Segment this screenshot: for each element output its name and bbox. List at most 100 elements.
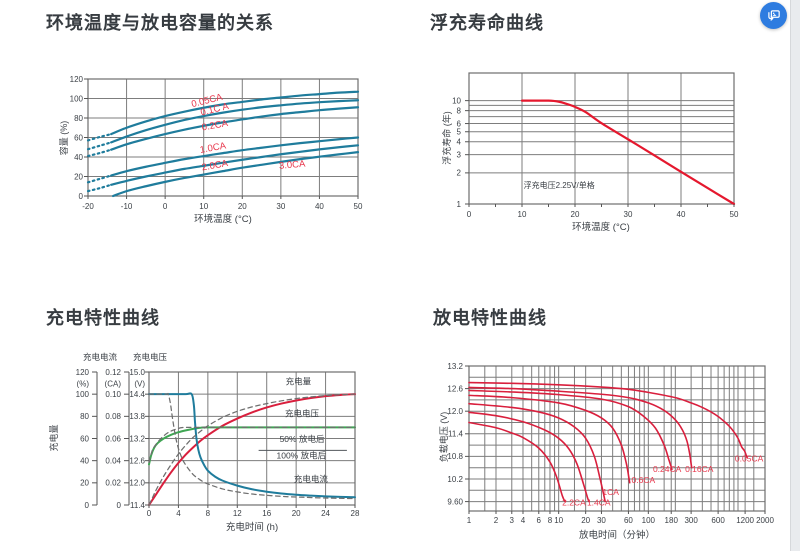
svg-text:50: 50 — [354, 202, 363, 211]
scrollbar-track[interactable] — [790, 0, 800, 551]
svg-text:放电时间（分钟）: 放电时间（分钟） — [579, 529, 655, 541]
svg-text:2.0CA: 2.0CA — [201, 158, 230, 174]
svg-text:1.0CA: 1.0CA — [199, 140, 228, 156]
svg-text:10.2: 10.2 — [447, 475, 463, 484]
svg-text:充电时间 (h): 充电时间 (h) — [226, 521, 278, 533]
svg-text:11.4: 11.4 — [448, 430, 464, 439]
svg-text:10: 10 — [554, 516, 563, 525]
svg-text:2: 2 — [494, 516, 499, 525]
svg-text:充电电流: 充电电流 — [294, 474, 329, 484]
svg-text:0: 0 — [147, 509, 152, 518]
svg-text:0.04: 0.04 — [105, 456, 121, 465]
svg-text:60: 60 — [624, 516, 633, 525]
svg-text:9.60: 9.60 — [447, 497, 463, 506]
svg-text:80: 80 — [74, 114, 83, 123]
svg-text:5: 5 — [457, 128, 462, 137]
chart-title-float-life: 浮充寿命曲线 — [430, 13, 544, 33]
svg-text:30: 30 — [276, 202, 285, 211]
svg-text:120: 120 — [70, 75, 84, 84]
svg-text:环境温度 (°C): 环境温度 (°C) — [572, 221, 630, 233]
svg-text:11.4: 11.4 — [130, 501, 146, 510]
svg-text:环境温度 (°C): 环境温度 (°C) — [194, 213, 252, 225]
chart-title-discharge: 放电特性曲线 — [433, 308, 547, 328]
svg-text:20: 20 — [80, 479, 89, 488]
svg-text:1200: 1200 — [736, 516, 754, 525]
svg-text:28: 28 — [351, 509, 360, 518]
svg-text:13.8: 13.8 — [129, 412, 145, 421]
svg-text:1: 1 — [457, 200, 462, 209]
svg-text:4: 4 — [521, 516, 526, 525]
svg-text:10.8: 10.8 — [447, 452, 463, 461]
svg-text:1.4CA: 1.4CA — [587, 497, 611, 507]
svg-text:50: 50 — [730, 210, 739, 219]
svg-text:2000: 2000 — [756, 516, 774, 525]
svg-text:20: 20 — [581, 516, 590, 525]
svg-text:30: 30 — [597, 516, 606, 525]
svg-text:600: 600 — [711, 516, 725, 525]
svg-text:30: 30 — [624, 210, 633, 219]
svg-text:0.08: 0.08 — [105, 412, 121, 421]
svg-text:0.2CA: 0.2CA — [201, 118, 230, 134]
svg-text:充电量: 充电量 — [286, 377, 312, 387]
svg-text:12.0: 12.0 — [447, 407, 463, 416]
svg-text:20: 20 — [238, 202, 247, 211]
svg-text:40: 40 — [74, 153, 83, 162]
svg-text:浮充电压2.25V/单格: 浮充电压2.25V/单格 — [524, 180, 595, 190]
svg-text:12.6: 12.6 — [129, 456, 145, 465]
svg-text:6: 6 — [537, 516, 542, 525]
svg-text:24: 24 — [321, 509, 330, 518]
svg-text:1: 1 — [467, 516, 472, 525]
svg-text:充电电流: 充电电流 — [83, 352, 118, 362]
svg-text:3.0CA: 3.0CA — [279, 159, 307, 172]
svg-text:0.6CA: 0.6CA — [632, 475, 656, 485]
svg-text:40: 40 — [315, 202, 324, 211]
svg-text:负载电压 (V): 负载电压 (V) — [438, 412, 449, 463]
svg-text:0.24CA: 0.24CA — [653, 464, 682, 474]
svg-text:40: 40 — [80, 456, 89, 465]
svg-text:0: 0 — [163, 202, 168, 211]
svg-text:3: 3 — [510, 516, 515, 525]
svg-text:60: 60 — [74, 133, 83, 142]
svg-text:充电电压: 充电电压 — [133, 352, 168, 362]
svg-text:0.10: 0.10 — [105, 390, 121, 399]
svg-text:80: 80 — [80, 412, 89, 421]
svg-text:13.2: 13.2 — [447, 362, 463, 371]
svg-text:(V): (V) — [134, 380, 145, 389]
svg-text:2: 2 — [457, 169, 462, 178]
image-search-icon — [768, 10, 780, 21]
chart-title-temp-capacity: 环境温度与放电容量的关系 — [46, 13, 274, 33]
svg-text:0.06: 0.06 — [105, 434, 121, 443]
svg-text:100: 100 — [70, 94, 84, 103]
image-search-button[interactable] — [760, 2, 787, 29]
svg-text:16: 16 — [262, 509, 271, 518]
svg-text:0: 0 — [467, 210, 472, 219]
svg-text:4: 4 — [176, 509, 181, 518]
svg-text:100: 100 — [642, 516, 656, 525]
svg-text:-20: -20 — [82, 202, 94, 211]
svg-text:2.2CA: 2.2CA — [562, 497, 586, 507]
svg-text:40: 40 — [677, 210, 686, 219]
svg-text:0: 0 — [117, 501, 122, 510]
svg-text:10: 10 — [452, 96, 461, 105]
svg-text:20: 20 — [571, 210, 580, 219]
svg-text:20: 20 — [74, 172, 83, 181]
svg-text:120: 120 — [76, 368, 90, 377]
svg-text:容量 (%): 容量 (%) — [58, 121, 69, 156]
chart-title-charge: 充电特性曲线 — [46, 308, 160, 328]
svg-text:8: 8 — [548, 516, 553, 525]
svg-text:-10: -10 — [121, 202, 133, 211]
svg-text:0: 0 — [85, 501, 90, 510]
svg-text:1CA: 1CA — [602, 487, 619, 497]
svg-text:0.16CA: 0.16CA — [685, 464, 714, 474]
svg-text:充电量: 充电量 — [48, 424, 59, 451]
svg-text:60: 60 — [80, 434, 89, 443]
svg-text:14.4: 14.4 — [129, 390, 145, 399]
svg-text:8: 8 — [206, 509, 211, 518]
svg-text:10: 10 — [199, 202, 208, 211]
svg-text:15.0: 15.0 — [129, 368, 145, 377]
svg-text:50% 放电后: 50% 放电后 — [280, 434, 325, 444]
svg-text:0.02: 0.02 — [105, 479, 121, 488]
svg-text:0.05CA: 0.05CA — [735, 453, 764, 463]
svg-text:20: 20 — [292, 509, 301, 518]
svg-text:浮充寿命 (年): 浮充寿命 (年) — [441, 111, 452, 165]
